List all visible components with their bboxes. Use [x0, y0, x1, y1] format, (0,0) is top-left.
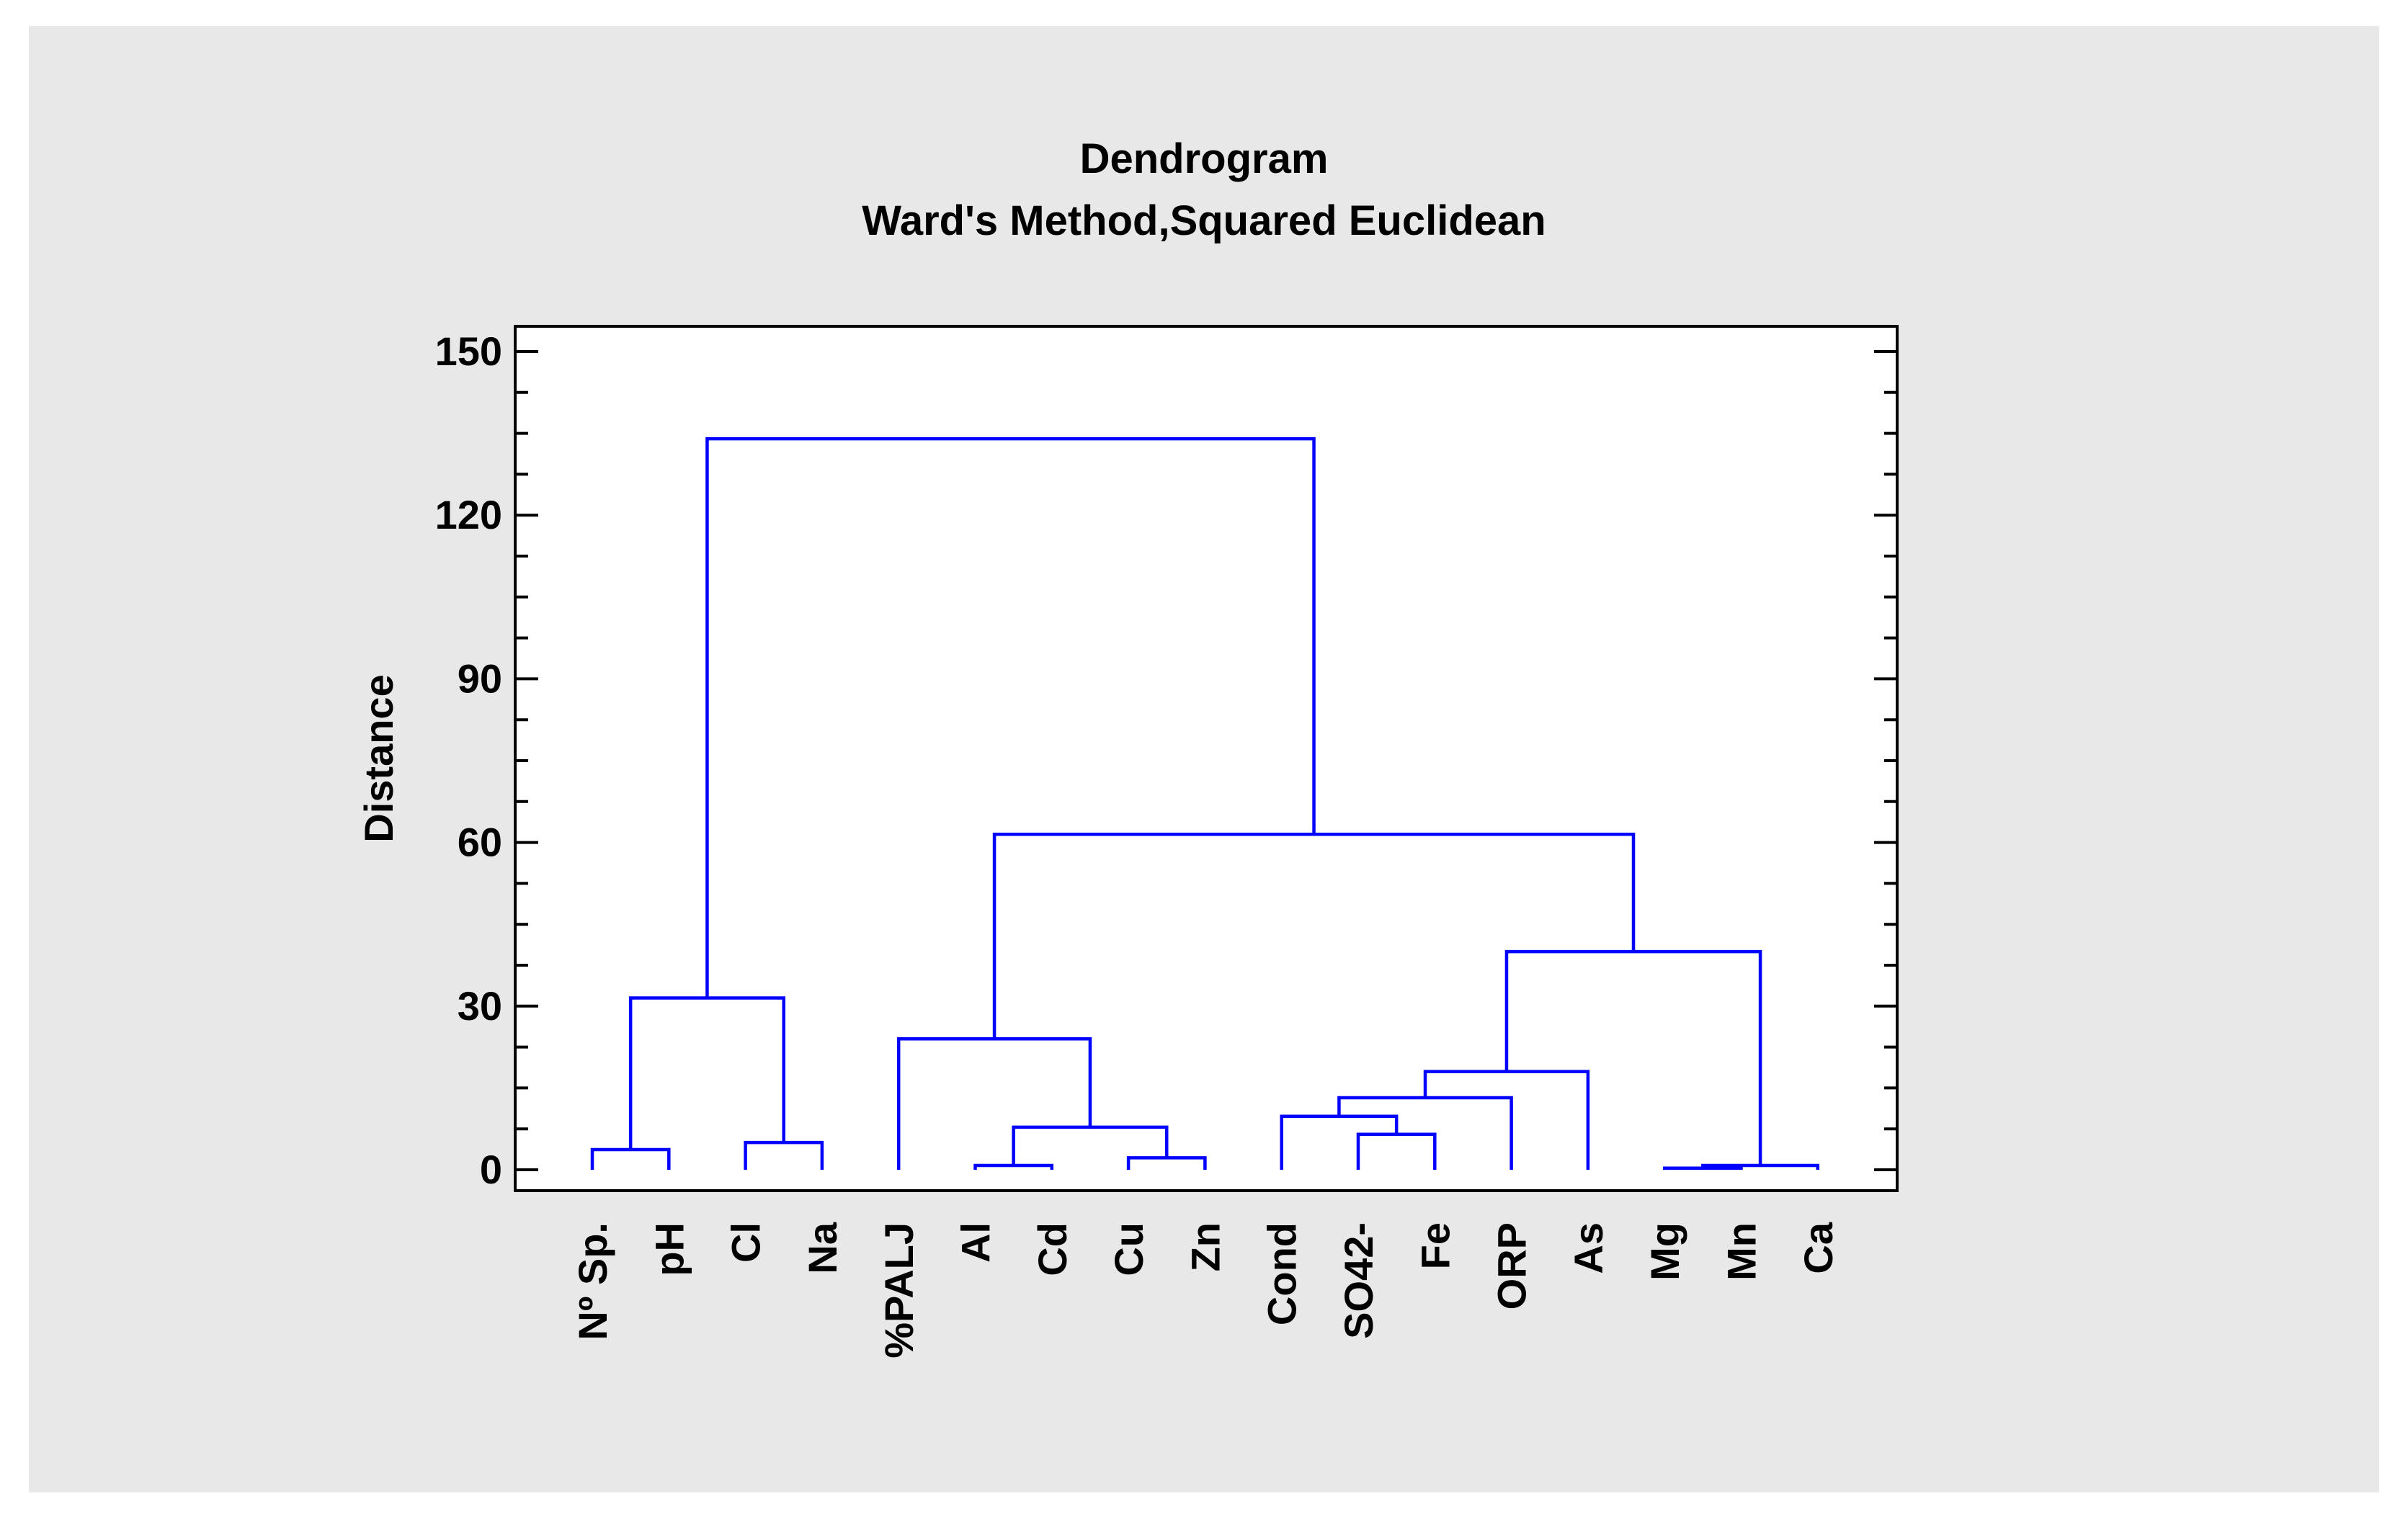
leaf-label: Cl — [723, 1222, 769, 1263]
leaf-label: Zn — [1182, 1222, 1228, 1271]
y-tick-label: 0 — [480, 1147, 502, 1192]
y-tick-label: 150 — [435, 328, 502, 374]
dendrogram-link — [1504, 949, 1762, 1165]
leaf-label: Cd — [1030, 1222, 1075, 1276]
leaf-label: Mg — [1642, 1222, 1687, 1281]
chart-title: Dendrogram — [1080, 135, 1329, 182]
dendrogram-link — [1662, 1166, 1743, 1170]
leaf-label: Cu — [1106, 1222, 1151, 1276]
plot-area — [515, 326, 1897, 1191]
leaf-label: Fe — [1412, 1222, 1458, 1269]
y-tick-label: 90 — [458, 655, 502, 701]
leaf-label: Cond — [1259, 1222, 1305, 1325]
y-tick-label: 60 — [458, 820, 502, 865]
leaf-label: %PALJ — [876, 1222, 922, 1358]
y-axis-ticks — [515, 350, 1897, 1171]
leaf-label: As — [1566, 1222, 1611, 1274]
chart-subtitle: Ward's Method,Squared Euclidean — [862, 197, 1546, 244]
leaf-label: ORP — [1489, 1222, 1535, 1310]
dendrogram-link — [705, 437, 1316, 998]
x-axis-leaf-labels: Nº Sp. pH Cl Na %PALJ Al Cd Cu Zn Cond SO42- Fe ORP A… — [570, 1222, 1841, 1358]
leaf-label: Ca — [1796, 1222, 1841, 1273]
leaf-label: pH — [646, 1222, 692, 1276]
y-axis-label: Distance — [356, 674, 401, 842]
leaf-label: Nº Sp. — [570, 1222, 615, 1340]
leaf-label: Al — [953, 1222, 999, 1263]
plot-frame — [514, 325, 1899, 1192]
leaf-label: Na — [800, 1222, 845, 1273]
y-tick-label: 30 — [458, 983, 502, 1029]
y-tick-label: 120 — [435, 492, 502, 537]
leaf-label: SO42- — [1336, 1222, 1381, 1339]
dendrogram-links — [590, 437, 1820, 1170]
dendrogram-link — [1012, 1125, 1169, 1165]
dendrogram-link — [1126, 1156, 1207, 1170]
leaf-label: Mn — [1719, 1222, 1765, 1281]
dendrogram-link — [590, 1147, 671, 1170]
y-axis-tick-labels: 0 30 60 90 120 150 — [435, 328, 502, 1192]
